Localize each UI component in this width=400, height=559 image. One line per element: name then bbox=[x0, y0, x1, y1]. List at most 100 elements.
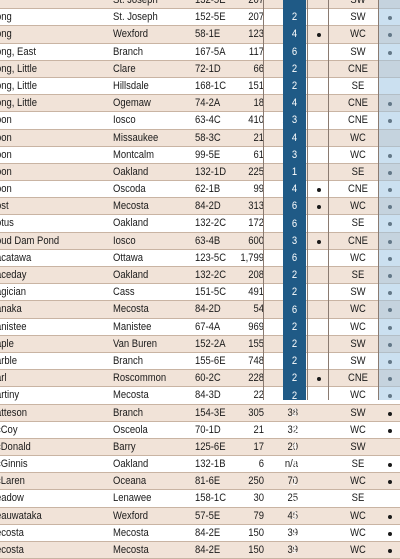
acreage: 228 bbox=[248, 372, 264, 385]
region-code: CNE bbox=[348, 234, 368, 247]
table-row: ongWexford58-1E1238WC bbox=[0, 26, 400, 44]
county-name: Branch bbox=[113, 45, 143, 58]
county-name: Lenawee bbox=[113, 492, 152, 505]
region-code: WC bbox=[350, 526, 366, 539]
fish-code: 4 bbox=[291, 183, 298, 196]
region-code: SW bbox=[350, 11, 366, 24]
lake-name: ong, Little bbox=[0, 79, 38, 92]
county-name: Ogemaw bbox=[113, 97, 151, 110]
lake-name: anistee bbox=[0, 320, 27, 333]
map-grid: 84-2D bbox=[195, 200, 221, 213]
column-divider bbox=[307, 0, 308, 400]
fish-code: 3 bbox=[291, 234, 298, 247]
map-grid: 152-5E bbox=[195, 11, 226, 24]
fish-code: 6 bbox=[291, 200, 298, 213]
region-code: WC bbox=[350, 509, 366, 522]
map-grid: 63-4C bbox=[195, 114, 221, 127]
county-name: Mecosta bbox=[113, 303, 149, 316]
region-code: WC bbox=[350, 475, 366, 488]
region-code: WC bbox=[350, 303, 366, 316]
acreage: 969 bbox=[248, 320, 264, 333]
region-code: SE bbox=[351, 458, 365, 471]
county-name: Oakland bbox=[113, 458, 149, 471]
acreage: 155 bbox=[248, 337, 264, 350]
map-grid: 167-5A bbox=[195, 45, 226, 58]
acreage: 21 bbox=[253, 131, 264, 144]
acreage: 6 bbox=[258, 458, 264, 471]
map-grid: 74-2A bbox=[195, 97, 221, 110]
table-row: oonOakland132-1D22573SE bbox=[0, 163, 400, 182]
table-row: acedayOakland132-2C208117SE bbox=[0, 267, 400, 285]
acreage: 30 bbox=[253, 492, 264, 505]
map-grid: 62-1B bbox=[195, 183, 221, 196]
bullet-marker bbox=[317, 205, 321, 210]
lake-name: ong, Little bbox=[0, 62, 38, 75]
lake-name: oon bbox=[0, 148, 12, 161]
region-code: SE bbox=[351, 269, 365, 281]
map-grid: 151-5C bbox=[195, 286, 227, 299]
lake-name: ong, East bbox=[0, 45, 36, 58]
fish-code: 4 bbox=[291, 97, 298, 110]
table-row: acatawaOttawa123-5C1,79936WC bbox=[0, 250, 400, 267]
fish-code: 4 bbox=[291, 131, 298, 144]
map-grid: 72-1D bbox=[195, 62, 221, 75]
acreage: 208 bbox=[248, 269, 264, 281]
fish-code: 2 bbox=[291, 372, 298, 385]
lake-name: ong bbox=[0, 28, 12, 41]
table-row: arlRoscommon60-2C2284CNE bbox=[0, 370, 400, 388]
bullet-marker bbox=[388, 514, 392, 519]
bullet-marker bbox=[317, 239, 321, 244]
region-code: SE bbox=[351, 492, 365, 505]
acreage: 17 bbox=[253, 440, 264, 453]
county-name: Iosco bbox=[113, 234, 136, 247]
fish-code-band: 2 4 6 2 2 4 3 4 3 1 4 6 6 3 6 2 2 6 2 2 2 2 2 2 3 4 4 1 6 3 1 1 bbox=[283, 0, 306, 556]
county-name: Wexford bbox=[113, 509, 149, 522]
county-name: Hillsdale bbox=[113, 79, 149, 92]
county-name: Oceana bbox=[113, 475, 147, 488]
region-code: CNE bbox=[348, 97, 368, 110]
region-code: SE bbox=[351, 79, 365, 92]
county-name: Van Buren bbox=[113, 337, 158, 350]
acreage: 600 bbox=[248, 234, 264, 247]
acreage: 150 bbox=[248, 544, 264, 556]
lake-name: oon bbox=[0, 131, 12, 144]
acreage: 66 bbox=[253, 62, 264, 75]
county-name: Wexford bbox=[113, 28, 149, 41]
acreage: 410 bbox=[248, 114, 264, 127]
fish-code: 2 bbox=[291, 355, 298, 368]
fish-code: 6 bbox=[291, 303, 298, 316]
region-code: WC bbox=[350, 544, 366, 556]
lake-name: artiny bbox=[0, 389, 20, 402]
acreage: 207 bbox=[248, 11, 264, 24]
county-name: Cass bbox=[113, 286, 135, 299]
bullet-marker bbox=[388, 549, 392, 553]
acreage: 1,799 bbox=[240, 251, 264, 264]
map-grid: 132-2C bbox=[195, 217, 227, 230]
acreage: 491 bbox=[248, 286, 264, 299]
region-code: CNE bbox=[348, 183, 368, 196]
acreage: 151 bbox=[248, 79, 264, 92]
fish-code: 3 bbox=[291, 114, 298, 127]
county-name: Barry bbox=[113, 440, 136, 453]
acreage: 22 bbox=[253, 389, 264, 402]
fish-code: 2 bbox=[291, 320, 298, 333]
fish-code: 1 bbox=[291, 527, 298, 540]
lake-name: aple bbox=[0, 337, 14, 350]
lake-name: arble bbox=[0, 354, 18, 367]
fish-code: 2 bbox=[291, 406, 298, 419]
county-name: St. Joseph bbox=[113, 0, 158, 6]
map-grid: 67-4A bbox=[195, 320, 221, 333]
fish-code: 6 bbox=[291, 45, 298, 58]
table-row: oonMissaukee58-3C2119WC bbox=[0, 129, 400, 147]
fish-code: 1 bbox=[291, 544, 298, 557]
bullet-marker bbox=[317, 188, 321, 193]
county-name: Oscoda bbox=[113, 183, 146, 196]
region-code: WC bbox=[350, 148, 366, 161]
fish-code: 2 bbox=[291, 389, 298, 402]
acreage: 99 bbox=[253, 183, 264, 196]
